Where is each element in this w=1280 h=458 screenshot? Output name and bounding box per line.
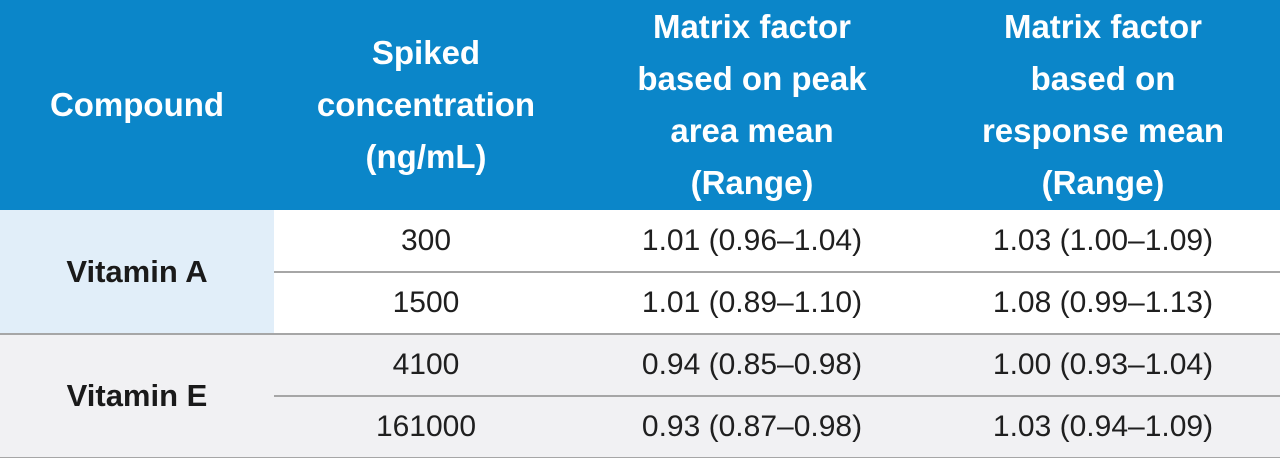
header-line: based on — [1030, 60, 1176, 97]
peak-area-cell: 1.01 (0.96–1.04) — [578, 210, 926, 273]
concentration-cell: 161000 — [274, 396, 578, 458]
response-cell: 1.00 (0.93–1.04) — [926, 334, 1280, 397]
concentration-cell: 1500 — [274, 272, 578, 335]
header-line: (Range) — [1041, 164, 1165, 201]
compound-cell-vitamin-a: Vitamin A — [0, 210, 274, 335]
table-row: Vitamin A 300 1.01 (0.96–1.04) 1.03 (1.0… — [0, 210, 1280, 335]
header-row: Compound Spiked concentration (ng/mL) Ma… — [0, 0, 1280, 210]
header-line: Matrix factor — [652, 8, 852, 45]
response-cell: 1.03 (0.94–1.09) — [926, 396, 1280, 458]
peak-area-cell: 0.93 (0.87–0.98) — [578, 396, 926, 458]
table-row: Vitamin E 4100 0.94 (0.85–0.98) 1.00 (0.… — [0, 334, 1280, 458]
table-row: 161000 0.93 (0.87–0.98) 1.03 (0.94–1.09) — [0, 396, 1280, 458]
compound-cell-vitamin-e: Vitamin E — [0, 334, 274, 458]
header-line: based on peak — [637, 60, 867, 97]
table-body: Vitamin A 300 1.01 (0.96–1.04) 1.03 (1.0… — [0, 210, 1280, 458]
peak-area-cell: 1.01 (0.89–1.10) — [578, 272, 926, 335]
table-row: 1500 1.01 (0.89–1.10) 1.08 (0.99–1.13) — [0, 272, 1280, 335]
header-matrix-factor-response: Matrix factor based on response mean (Ra… — [926, 0, 1280, 210]
concentration-cell: 300 — [274, 210, 578, 273]
response-cell: 1.08 (0.99–1.13) — [926, 272, 1280, 335]
header-line: (ng/mL) — [365, 138, 487, 175]
header-spiked-concentration: Spiked concentration (ng/mL) — [274, 0, 578, 210]
header-matrix-factor-peak-area: Matrix factor based on peak area mean (R… — [578, 0, 926, 210]
header-line: Spiked — [371, 34, 481, 71]
header-compound: Compound — [0, 0, 274, 210]
header-line: (Range) — [690, 164, 814, 201]
header-line: area mean — [670, 112, 834, 149]
header-line: Compound — [49, 86, 225, 123]
concentration-cell: 4100 — [274, 334, 578, 397]
response-cell: 1.03 (1.00–1.09) — [926, 210, 1280, 273]
header-line: concentration — [316, 86, 536, 123]
peak-area-cell: 0.94 (0.85–0.98) — [578, 334, 926, 397]
header-line: response mean — [981, 112, 1225, 149]
table-header: Compound Spiked concentration (ng/mL) Ma… — [0, 0, 1280, 210]
header-line: Matrix factor — [1003, 8, 1203, 45]
